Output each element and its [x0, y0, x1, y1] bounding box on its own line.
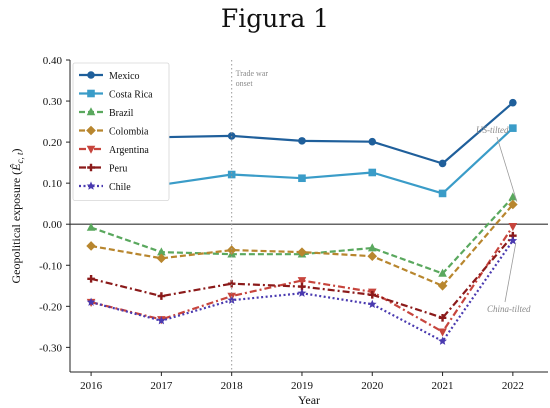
us-tilted-pointer: [496, 136, 518, 202]
point-brazil-2020: [367, 243, 377, 252]
legend-item-peru: Peru: [79, 164, 127, 175]
point-mexico-2020: [368, 137, 377, 146]
point-chile-2020: [367, 299, 377, 308]
legend-item-argentina: Argentina: [79, 145, 149, 156]
x-tick-label: 2016: [80, 380, 103, 392]
figure-title: Figura 1: [220, 4, 330, 33]
legend-marker-argentina: [86, 145, 96, 154]
legend-item-brazil: Brazil: [79, 107, 134, 119]
point-argentina-2021: [438, 328, 447, 337]
legend: Mexico Costa Rica Brazil Colombia Argentina P…: [72, 62, 170, 201]
x-tick-label: 2021: [432, 380, 454, 392]
point-peru-2016: [87, 275, 95, 283]
series-colombia: [86, 199, 518, 291]
series-peru: [87, 231, 517, 322]
legend-label-brazil: Brazil: [109, 108, 134, 119]
point-colombia-2021: [437, 280, 448, 291]
point-peru-2021: [438, 314, 447, 322]
annotation-onset: onset: [236, 79, 254, 88]
x-tick-label: 2022: [502, 380, 524, 392]
x-tick-label: 2019: [291, 380, 314, 392]
legend-label-colombia: Colombia: [109, 127, 149, 138]
series-argentina: [86, 222, 518, 337]
legend-item-chile: Chile: [79, 181, 131, 193]
x-tick-label: 2018: [221, 380, 244, 392]
point-brazil-2016: [86, 222, 96, 231]
point-costa-rica-2018: [227, 170, 236, 179]
axes: 0.40 0.30 0.20 0.10 0.00 -0.10 -0.20 -0.30 2016 2…: [9, 55, 548, 407]
legend-item-colombia: Colombia: [79, 125, 149, 138]
legend-item-mexico: Mexico: [79, 71, 140, 82]
y-tick-label: -0.20: [39, 301, 62, 313]
point-chile-2017: [157, 316, 166, 325]
point-chile-2019: [297, 288, 307, 297]
legend-label-mexico: Mexico: [109, 71, 140, 82]
legend-marker-chile: [86, 181, 96, 190]
point-brazil-2022: [508, 192, 518, 201]
annotation-trade-war: Trade war: [236, 69, 269, 78]
point-costa-rica-2022: [509, 124, 517, 132]
point-colombia-2017: [156, 253, 167, 264]
y-axis-label: Geopolitical exposure (Êc, t): [9, 149, 25, 284]
legend-box: [72, 62, 170, 201]
point-peru-2020: [368, 291, 377, 299]
annotation-us-tilted: US-tilted: [476, 125, 509, 135]
y-tick-label: 0.40: [43, 55, 63, 67]
series-line-brazil: [90, 196, 514, 275]
point-colombia-2019: [297, 247, 307, 257]
legend-marker-mexico: [87, 71, 95, 79]
annotation-china-tilted: China-tilted: [487, 304, 531, 314]
point-peru-2017: [157, 292, 166, 300]
point-brazil-2017: [157, 247, 166, 256]
point-chile-2018: [227, 295, 237, 304]
point-chile-2022: [508, 236, 518, 245]
x-axis-label: Year: [298, 393, 320, 407]
series-chile: [86, 236, 518, 345]
point-costa-rica-2019: [298, 174, 306, 183]
point-argentina-2019: [297, 277, 307, 286]
point-colombia-2018: [226, 245, 237, 255]
y-tick-label: 0.00: [43, 219, 63, 231]
y-tick-label: -0.30: [39, 342, 62, 354]
point-argentina-2022: [508, 222, 518, 232]
y-tick-label: -0.10: [39, 260, 62, 272]
point-brazil-2021: [438, 268, 447, 277]
point-mexico-2022: [509, 98, 517, 107]
point-colombia-2020: [367, 251, 378, 262]
point-colombia-2022: [508, 199, 518, 210]
y-tick-label: 0.30: [43, 96, 63, 108]
point-colombia-2016: [86, 241, 96, 251]
point-mexico-2018: [227, 132, 236, 140]
series-brazil: [86, 192, 518, 277]
legend-marker-colombia: [86, 125, 96, 136]
point-costa-rica-2020: [368, 168, 377, 177]
legend-label-costa-rica: Costa Rica: [109, 90, 153, 101]
point-costa-rica-2021: [438, 189, 447, 198]
x-tick-label: 2017: [150, 380, 173, 392]
legend-item-costa-rica: Costa Rica: [79, 90, 153, 101]
point-chile-2021: [438, 336, 447, 345]
point-chile-2016: [86, 297, 96, 306]
series-line-colombia: [90, 203, 514, 287]
legend-marker-brazil: [86, 107, 96, 116]
legend-label-argentina: Argentina: [109, 145, 149, 156]
y-tick-label: 0.20: [43, 137, 63, 149]
legend-label-peru: Peru: [109, 164, 127, 175]
china-tilted-pointer: [504, 242, 517, 303]
point-mexico-2019: [298, 137, 306, 145]
point-mexico-2021: [438, 159, 447, 168]
legend-marker-costa-rica: [87, 89, 95, 98]
x-tick-label: 2020: [361, 380, 384, 392]
legend-marker-peru: [87, 163, 95, 172]
legend-label-chile: Chile: [109, 182, 131, 193]
y-tick-label: 0.10: [43, 178, 63, 190]
